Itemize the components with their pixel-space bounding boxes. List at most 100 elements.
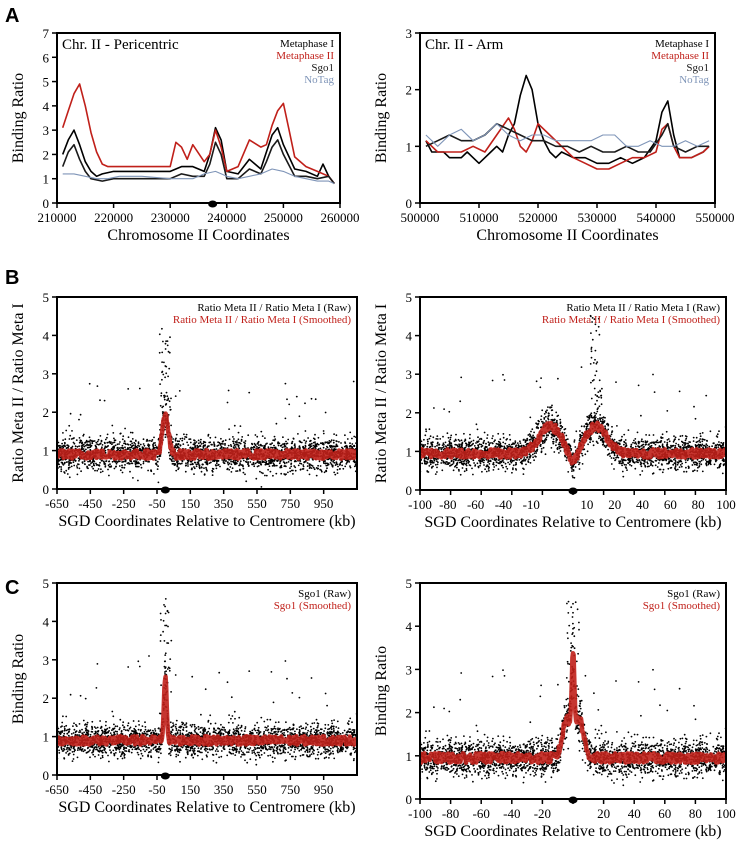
raw-point — [188, 438, 191, 441]
plot-title: Chr. II - Pericentric — [62, 37, 179, 53]
raw-point — [278, 462, 281, 465]
raw-point — [613, 438, 616, 441]
raw-point — [234, 446, 237, 448]
raw-point — [353, 465, 356, 468]
raw-point — [666, 462, 668, 465]
raw-point — [712, 442, 715, 445]
raw-point — [299, 468, 302, 471]
plot-title: Chr. II - Arm — [425, 37, 504, 53]
raw-point — [165, 403, 168, 405]
raw-point — [250, 448, 253, 451]
series-line-sgo1 — [61, 139, 335, 185]
raw-point — [70, 438, 73, 440]
raw-point — [696, 440, 699, 443]
raw-point — [630, 464, 633, 467]
raw-point — [646, 461, 649, 464]
raw-point — [72, 461, 75, 464]
raw-point — [645, 443, 647, 446]
plot-area — [61, 83, 335, 185]
raw-point — [137, 442, 140, 445]
raw-point — [331, 465, 334, 468]
x-tick-label: -50 — [148, 496, 165, 511]
raw-point — [84, 441, 87, 444]
raw-point — [523, 468, 525, 470]
raw-point — [525, 463, 527, 466]
raw-point — [322, 430, 325, 432]
raw-point — [171, 441, 174, 443]
raw-point — [205, 466, 207, 469]
x-tick-label: 750 — [281, 496, 301, 511]
raw-point — [504, 462, 507, 465]
raw-point — [468, 437, 471, 440]
raw-point — [114, 439, 117, 442]
raw-point — [258, 446, 261, 449]
raw-point — [227, 389, 230, 392]
raw-point — [224, 460, 227, 462]
raw-point — [521, 459, 524, 462]
raw-point — [532, 456, 534, 459]
raw-point — [334, 473, 337, 476]
raw-point — [176, 461, 179, 464]
raw-point — [352, 380, 355, 383]
y-tick-label: 1 — [43, 444, 50, 459]
raw-point — [97, 468, 100, 470]
raw-point — [127, 388, 130, 390]
raw-point — [106, 433, 109, 436]
raw-point — [544, 453, 547, 456]
raw-point — [661, 433, 664, 436]
raw-point — [435, 438, 438, 440]
series-line-notag — [425, 123, 710, 147]
raw-point — [716, 433, 719, 436]
raw-point — [247, 434, 250, 437]
raw-point — [471, 467, 473, 470]
raw-point — [155, 446, 158, 449]
raw-point — [95, 441, 98, 444]
raw-point — [718, 441, 720, 443]
raw-point — [159, 404, 162, 407]
raw-point — [685, 437, 688, 440]
raw-point — [645, 434, 647, 436]
raw-point — [472, 473, 474, 476]
raw-point — [257, 442, 259, 445]
raw-point — [261, 435, 264, 437]
raw-point — [73, 464, 76, 467]
raw-point — [332, 441, 335, 444]
raw-point — [353, 445, 356, 448]
raw-point — [487, 468, 490, 470]
raw-point — [161, 327, 163, 330]
raw-point — [480, 438, 483, 440]
raw-point — [613, 452, 616, 455]
raw-point — [256, 435, 259, 438]
raw-point — [94, 469, 96, 472]
raw-point — [313, 438, 316, 441]
y-tick-label: 0 — [406, 196, 413, 211]
raw-point — [611, 430, 614, 432]
raw-point — [665, 430, 668, 433]
raw-point — [580, 425, 583, 428]
raw-point — [211, 474, 214, 476]
y-axis-label: Binding Ratio — [10, 73, 27, 163]
raw-point — [137, 441, 140, 444]
raw-point — [331, 464, 334, 467]
raw-point — [315, 474, 318, 477]
raw-point — [339, 461, 342, 464]
raw-point — [121, 471, 124, 474]
raw-point — [61, 442, 63, 445]
raw-point — [179, 437, 182, 440]
x-tick-label: 950 — [314, 496, 334, 511]
raw-point — [264, 437, 266, 439]
raw-point — [317, 464, 319, 467]
raw-point — [273, 435, 276, 438]
raw-point — [488, 463, 491, 465]
raw-point — [480, 443, 483, 446]
raw-point — [99, 442, 102, 445]
raw-point — [282, 443, 284, 445]
raw-point — [313, 468, 316, 471]
raw-point — [113, 437, 115, 440]
raw-point — [253, 465, 256, 468]
raw-point — [330, 463, 333, 466]
raw-point — [102, 460, 105, 463]
raw-point — [655, 459, 658, 462]
raw-point — [501, 464, 504, 467]
